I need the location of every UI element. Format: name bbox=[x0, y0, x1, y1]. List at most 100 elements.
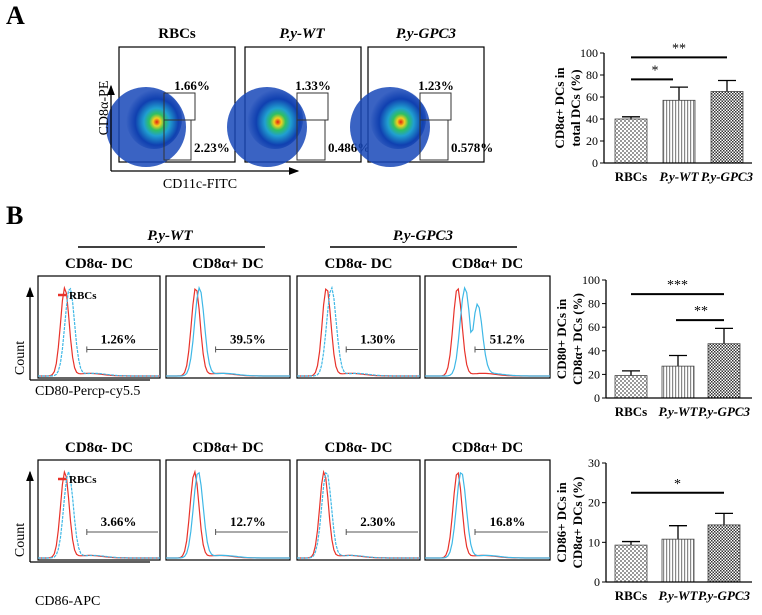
significance-label: *** bbox=[667, 278, 688, 293]
histogram-panel: CD8α+ DC 12.7% bbox=[165, 440, 291, 561]
y-tick-label: 20 bbox=[588, 496, 600, 510]
treated-histogram bbox=[166, 285, 290, 377]
gate-percent: 12.7% bbox=[230, 514, 266, 529]
bar-py-wt bbox=[661, 365, 695, 399]
dot-plot: 1.33%0.486% bbox=[227, 46, 370, 167]
panel-label-b: B bbox=[6, 201, 23, 230]
lower-gate-percent: 0.578% bbox=[451, 140, 493, 155]
plot-frame bbox=[165, 459, 291, 561]
lower-gate bbox=[296, 119, 326, 161]
panel-label-a: A bbox=[6, 1, 25, 30]
y-tick-label: 100 bbox=[582, 273, 600, 287]
group-title-py-gpc3: P.y-GPC3 bbox=[393, 228, 454, 244]
histogram-title: CD8α+ DC bbox=[452, 440, 524, 456]
x-axis-label: CD80-Percp-cy5.5 bbox=[35, 384, 140, 399]
column-title-py-wt: P.y-WT bbox=[279, 26, 325, 42]
category-label: RBCs bbox=[615, 588, 648, 603]
bar-py-wt bbox=[661, 538, 695, 583]
histogram-title: CD8α+ DC bbox=[192, 256, 264, 272]
legend-label: RBCs bbox=[69, 290, 97, 302]
upper-gate-percent: 1.23% bbox=[418, 78, 454, 93]
y-tick-label: 60 bbox=[586, 90, 598, 104]
category-label: P.y-GPC3 bbox=[701, 169, 754, 184]
significance-label: * bbox=[674, 477, 681, 492]
lower-gate bbox=[163, 119, 192, 161]
y-tick-label: 20 bbox=[588, 367, 600, 381]
gate-percent: 2.30% bbox=[360, 514, 396, 529]
bar-chart-1: RBCs P.y-WT P.y-GPC3 0 20 40 60 80 100 CD8α+ DCs … bbox=[552, 41, 754, 184]
histogram-panel: CD8α+ DC 51.2% bbox=[424, 256, 551, 379]
x-axis-label: CD86-APC bbox=[35, 594, 100, 609]
density-core bbox=[126, 89, 182, 149]
density-core bbox=[247, 89, 303, 149]
category-label: P.y-WT bbox=[658, 588, 698, 603]
treated-histogram bbox=[425, 285, 550, 377]
histogram-title: CD8α- DC bbox=[325, 440, 393, 456]
histogram-panel: CD8α+ DC 39.5% bbox=[165, 256, 291, 379]
y-axis-label: CD8α+ DCs (%) bbox=[570, 477, 585, 569]
histogram-panel: CD8α- DC 2.30% bbox=[296, 440, 421, 561]
histogram-title: CD8α- DC bbox=[65, 256, 133, 272]
count-label: Count bbox=[13, 523, 28, 557]
histograms: CD8α- DC 1.26% RBCs CD8α+ DC 39.5% CD8α- DC 1.… bbox=[13, 256, 551, 609]
category-label: P.y-WT bbox=[658, 404, 698, 419]
bar-rbcs bbox=[614, 375, 648, 399]
gate-percent: 16.8% bbox=[490, 514, 526, 529]
dot-plot: 1.23% 0.578% bbox=[350, 46, 493, 167]
bar-chart-3: RBCs P.y-WT P.y-GPC3 0 10 20 30 CD86+ DCs in CD8… bbox=[554, 456, 752, 603]
column-title-py-gpc3: P.y-GPC3 bbox=[396, 26, 457, 42]
dot-plot: 1.66% 2.23% bbox=[106, 46, 236, 167]
plot-frame bbox=[37, 459, 161, 561]
bar-rbcs bbox=[614, 544, 648, 583]
y-tick-label: 100 bbox=[580, 46, 598, 60]
y-axis-label: CD86+ DCs in bbox=[554, 482, 569, 563]
significance-label: ** bbox=[694, 304, 708, 319]
bar-chart-2: RBCs P.y-WT P.y-GPC3 0 20 40 60 80 100 CD80+ DCs … bbox=[554, 273, 752, 419]
y-tick-label: 10 bbox=[588, 535, 600, 549]
lower-gate bbox=[419, 119, 449, 161]
upper-gate-percent: 1.33% bbox=[295, 78, 331, 93]
histogram-panel: CD8α- DC 1.26% RBCs bbox=[37, 256, 161, 379]
histogram-title: CD8α- DC bbox=[65, 440, 133, 456]
gate-percent: 1.26% bbox=[101, 331, 137, 346]
column-title-rbcs: RBCs bbox=[158, 26, 196, 42]
category-label: RBCs bbox=[615, 169, 648, 184]
bar-rbcs bbox=[614, 118, 648, 164]
y-axis-label: CD8α+ DCs in bbox=[552, 67, 567, 149]
histogram-title: CD8α+ DC bbox=[452, 256, 524, 272]
gate-percent: 3.66% bbox=[101, 514, 137, 529]
y-tick-label: 0 bbox=[592, 156, 598, 170]
treated-histogram bbox=[425, 471, 550, 559]
plot-frame bbox=[424, 275, 551, 379]
gate-percent: 39.5% bbox=[230, 331, 266, 346]
category-label: P.y-GPC3 bbox=[698, 588, 751, 603]
y-tick-label: 40 bbox=[588, 344, 600, 358]
legend-label: RBCs bbox=[69, 474, 97, 486]
gate-percent: 51.2% bbox=[490, 331, 526, 346]
upper-gate-percent: 1.66% bbox=[174, 78, 210, 93]
plot-frame bbox=[165, 275, 291, 379]
bar-py-gpc3 bbox=[707, 343, 741, 399]
histogram-panel: CD8α+ DC 16.8% bbox=[424, 440, 551, 561]
y-tick-label: 0 bbox=[594, 391, 600, 405]
density-core bbox=[370, 89, 426, 149]
treated-histogram bbox=[297, 285, 420, 377]
histogram-panel: CD8α- DC 3.66% RBCs bbox=[37, 440, 161, 561]
y-axis-label: total DCs (%) bbox=[568, 69, 583, 146]
y-tick-label: 20 bbox=[586, 134, 598, 148]
y-axis-label: CD80+ DCs in bbox=[554, 298, 569, 379]
category-label: P.y-GPC3 bbox=[698, 404, 751, 419]
treated-histogram bbox=[38, 469, 160, 559]
group-title-py-wt: P.y-WT bbox=[147, 228, 193, 244]
bar-py-gpc3 bbox=[707, 524, 741, 583]
y-tick-label: 40 bbox=[586, 112, 598, 126]
x-axis-label: CD11c-FITC bbox=[163, 177, 237, 192]
bar-py-wt bbox=[662, 99, 696, 164]
histogram-panel: CD8α- DC 1.30% bbox=[296, 256, 421, 379]
y-axis-label: CD8α+ DCs (%) bbox=[570, 293, 585, 385]
y-tick-label: 60 bbox=[588, 320, 600, 334]
significance-label: * bbox=[652, 63, 659, 78]
y-tick-label: 80 bbox=[586, 68, 598, 82]
